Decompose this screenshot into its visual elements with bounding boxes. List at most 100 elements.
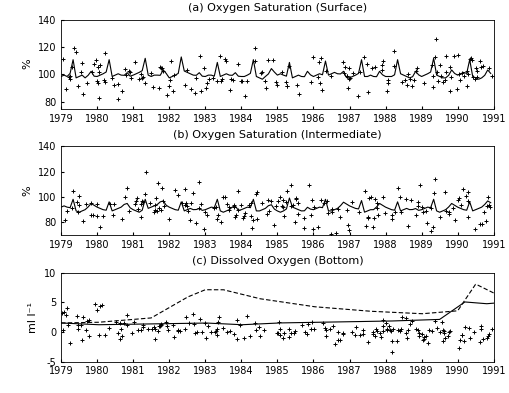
Point [488, 326, 496, 332]
Point [222, 58, 231, 64]
Point [356, 69, 364, 75]
Point [432, 36, 440, 42]
Point [394, 185, 402, 191]
Point [153, 180, 161, 186]
Point [478, 221, 486, 227]
Point [455, 195, 463, 201]
Point [155, 323, 163, 329]
Point [449, 53, 458, 59]
Point [73, 199, 81, 206]
Point [273, 82, 281, 88]
Point [327, 231, 335, 238]
Point [114, 330, 122, 336]
Point [466, 335, 474, 341]
Point [401, 77, 409, 83]
Point [195, 53, 204, 59]
Point [485, 202, 493, 208]
Point [361, 188, 369, 195]
Point [213, 78, 221, 84]
Point [458, 70, 466, 76]
Point [283, 83, 291, 89]
Point [253, 216, 261, 222]
Point [384, 80, 392, 86]
Point [200, 226, 208, 232]
Point [101, 79, 109, 85]
Point [280, 213, 289, 219]
Y-axis label: %: % [22, 185, 32, 196]
Y-axis label: %: % [22, 59, 32, 70]
Point [241, 93, 249, 99]
Point [251, 320, 259, 326]
Point [186, 85, 194, 92]
Title: (c) Dissolved Oxygen (Bottom): (c) Dissolved Oxygen (Bottom) [191, 256, 363, 266]
Point [294, 200, 302, 206]
Point [198, 329, 206, 335]
Point [207, 329, 215, 335]
Point [454, 52, 462, 59]
Point [402, 330, 410, 336]
Point [243, 313, 251, 319]
Point [249, 217, 258, 223]
Point [267, 198, 275, 204]
Point [222, 201, 231, 208]
Point [96, 303, 104, 309]
Point [485, 65, 493, 72]
Point [307, 212, 315, 218]
Point [463, 68, 471, 74]
Point [264, 57, 272, 63]
Point [270, 222, 278, 228]
Point [379, 323, 387, 329]
Point [339, 330, 347, 336]
Point [87, 211, 95, 218]
Point [457, 202, 465, 208]
Point [134, 326, 142, 332]
Point [379, 317, 387, 323]
Point [383, 326, 391, 332]
Point [156, 64, 164, 70]
Point [370, 215, 378, 221]
Point [378, 62, 386, 68]
Point [445, 64, 454, 71]
Point [192, 75, 201, 81]
Point [82, 327, 91, 333]
Point [431, 54, 439, 61]
Point [159, 197, 167, 204]
Point [144, 326, 152, 332]
Point [63, 312, 71, 319]
Point [442, 53, 450, 59]
Point [59, 327, 67, 333]
Point [469, 329, 477, 335]
Point [439, 79, 447, 85]
Point [383, 327, 391, 333]
Point [331, 341, 339, 347]
Point [289, 202, 297, 209]
Point [446, 328, 455, 334]
Point [202, 84, 210, 91]
Point [322, 332, 330, 339]
Point [386, 327, 394, 333]
Point [373, 328, 381, 334]
Point [75, 202, 83, 208]
Point [431, 176, 439, 183]
Point [70, 45, 78, 51]
Point [378, 67, 386, 73]
Point [118, 332, 126, 339]
Point [462, 193, 470, 199]
Point [305, 182, 314, 188]
Point [476, 339, 484, 345]
Point [372, 326, 380, 332]
Point [252, 189, 261, 195]
Point [363, 215, 372, 221]
Point [104, 325, 112, 331]
Point [95, 332, 103, 338]
Point [117, 326, 125, 332]
Point [429, 224, 437, 230]
Point [439, 330, 447, 336]
Point [484, 194, 492, 200]
Point [292, 195, 300, 201]
Point [93, 200, 101, 207]
Point [382, 320, 390, 326]
Point [108, 75, 117, 81]
Point [275, 194, 284, 200]
Point [461, 324, 469, 330]
